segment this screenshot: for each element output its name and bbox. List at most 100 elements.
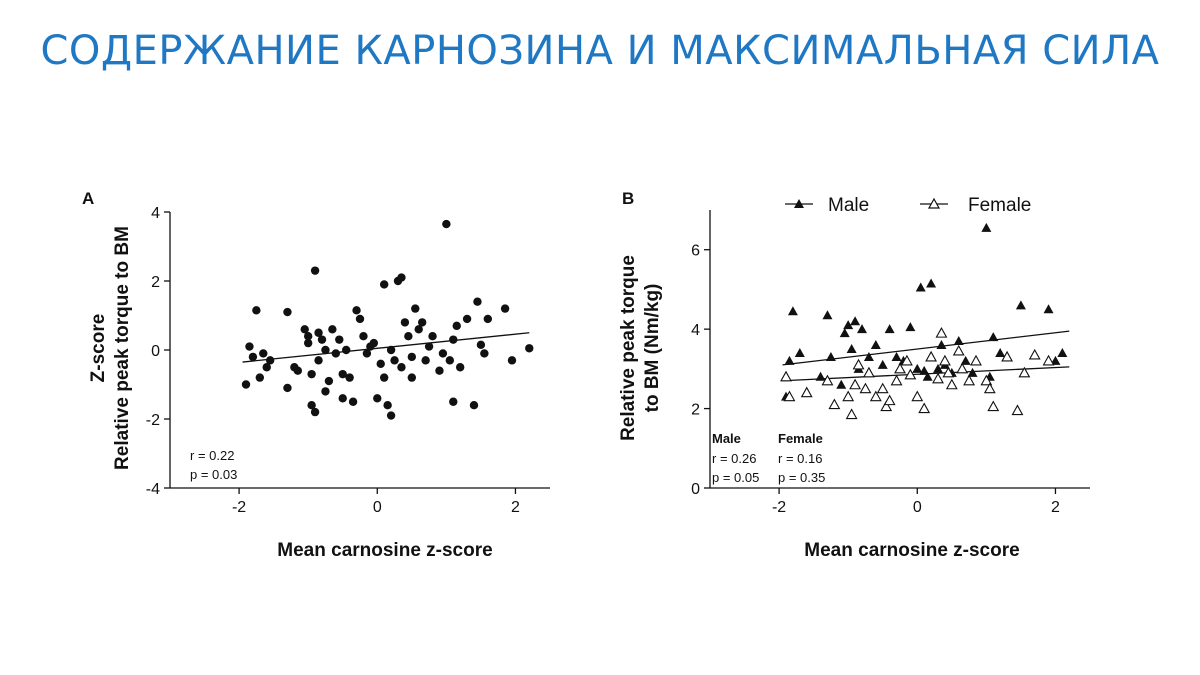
x-tick-label-b: 2 xyxy=(1051,499,1060,516)
data-point-a xyxy=(473,297,482,306)
data-point-female xyxy=(862,366,875,378)
data-point-female xyxy=(883,394,896,406)
data-point-male xyxy=(846,344,857,353)
data-point-a xyxy=(310,266,320,275)
stat-header-female: Female xyxy=(778,431,823,446)
data-point-a xyxy=(379,373,389,382)
data-point-female xyxy=(1028,348,1041,360)
x-tick-label-a: 2 xyxy=(511,499,520,516)
data-point-female xyxy=(900,354,913,366)
stat-r-a: r = 0.22 xyxy=(190,448,234,463)
data-point-male xyxy=(905,322,916,332)
data-point-male xyxy=(912,363,923,373)
y-tick-label-b: 0 xyxy=(691,481,700,498)
x-tick-label-a: -2 xyxy=(232,499,246,516)
stat-p-female: p = 0.35 xyxy=(778,470,825,485)
y-axis-title-line1-b: Relative peak torque xyxy=(618,255,639,441)
data-point-a xyxy=(241,380,251,389)
data-point-female xyxy=(925,350,938,362)
data-point-female xyxy=(938,354,951,366)
y-tick-label-b: 6 xyxy=(691,243,700,260)
data-point-a xyxy=(362,349,372,358)
stat-r-male: r = 0.26 xyxy=(712,451,756,466)
data-point-a xyxy=(345,373,354,382)
data-point-female xyxy=(918,402,931,414)
data-point-male xyxy=(988,332,999,342)
data-point-a xyxy=(321,345,330,355)
data-point-a xyxy=(331,349,341,358)
data-point-a xyxy=(293,366,303,375)
legend-label-female: Female xyxy=(968,195,1031,216)
y-tick-label-a: -4 xyxy=(146,481,160,498)
data-point-a xyxy=(248,352,258,362)
data-point-a xyxy=(338,394,347,403)
data-point-a xyxy=(283,307,292,317)
data-point-male xyxy=(915,282,926,292)
data-point-male xyxy=(981,222,992,232)
data-point-a xyxy=(303,332,313,341)
data-point-female xyxy=(945,378,958,390)
data-point-a xyxy=(452,321,461,331)
data-point-a xyxy=(324,376,334,386)
data-point-a xyxy=(314,356,323,365)
x-axis-title-b: Mean carnosine z-score xyxy=(804,540,1019,561)
data-point-a xyxy=(404,332,413,341)
data-point-a xyxy=(335,335,344,344)
legend-marker-female xyxy=(927,197,941,209)
data-point-female xyxy=(1042,354,1055,366)
data-point-a xyxy=(310,407,320,417)
data-point-female xyxy=(942,366,955,378)
data-point-a xyxy=(400,318,410,327)
data-point-male xyxy=(1015,300,1026,310)
data-point-a xyxy=(307,369,316,379)
data-point-a xyxy=(386,345,396,355)
data-point-male xyxy=(960,355,971,365)
data-point-female xyxy=(932,372,944,384)
data-point-female xyxy=(963,374,976,386)
x-axis-title-a: Mean carnosine z-score xyxy=(277,540,492,561)
data-point-female xyxy=(1001,350,1014,362)
stat-p-a: p = 0.03 xyxy=(190,467,237,482)
data-point-female xyxy=(1018,366,1031,378)
data-point-male xyxy=(836,379,847,389)
slide-title: СОДЕРЖАНИЕ КАРНОЗИНА И МАКСИМАЛЬНАЯ СИЛА xyxy=(40,28,1160,74)
data-point-female xyxy=(935,326,948,338)
data-point-male xyxy=(877,359,888,369)
data-point-male xyxy=(926,278,937,288)
data-point-a xyxy=(411,304,420,313)
data-point-a xyxy=(507,356,517,365)
data-point-male xyxy=(815,371,826,381)
scatter-chart-b: B Relative peak torque to BM (Nm/kg) Mea… xyxy=(618,189,1090,561)
data-point-male xyxy=(863,351,874,361)
legend-b: Male Female xyxy=(785,195,1031,216)
data-point-male xyxy=(1043,304,1054,314)
data-point-male xyxy=(1050,355,1061,365)
data-point-a xyxy=(255,373,265,382)
data-point-male xyxy=(919,365,930,375)
data-point-a xyxy=(369,338,379,348)
data-point-a xyxy=(407,352,417,362)
data-point-a xyxy=(500,304,510,313)
plot-area-b: 0 2 4 6 -2 0 2 xyxy=(691,210,1090,516)
data-point-female xyxy=(780,370,792,382)
stat-header-male: Male xyxy=(712,431,741,446)
y-tick-label-a: -2 xyxy=(146,412,160,429)
trend-line-b-1 xyxy=(782,330,1070,366)
data-point-female xyxy=(821,374,834,386)
data-point-female xyxy=(849,378,862,390)
data-point-a xyxy=(352,306,361,315)
data-point-a xyxy=(359,332,368,341)
data-point-a xyxy=(397,363,406,372)
data-point-female xyxy=(852,358,865,370)
y-axis-title-line2-b: to BM (Nm/kg) xyxy=(642,284,663,413)
data-point-female xyxy=(800,386,813,398)
data-point-male xyxy=(884,324,895,334)
legend-label-male: Male xyxy=(828,195,869,216)
data-point-female xyxy=(956,362,969,374)
data-point-a xyxy=(383,401,392,410)
data-point-female xyxy=(845,408,858,420)
data-point-a xyxy=(442,219,451,229)
data-point-a xyxy=(407,373,417,382)
data-point-a xyxy=(449,397,458,406)
y-axis-title-line1-a: Z-score xyxy=(88,314,109,383)
